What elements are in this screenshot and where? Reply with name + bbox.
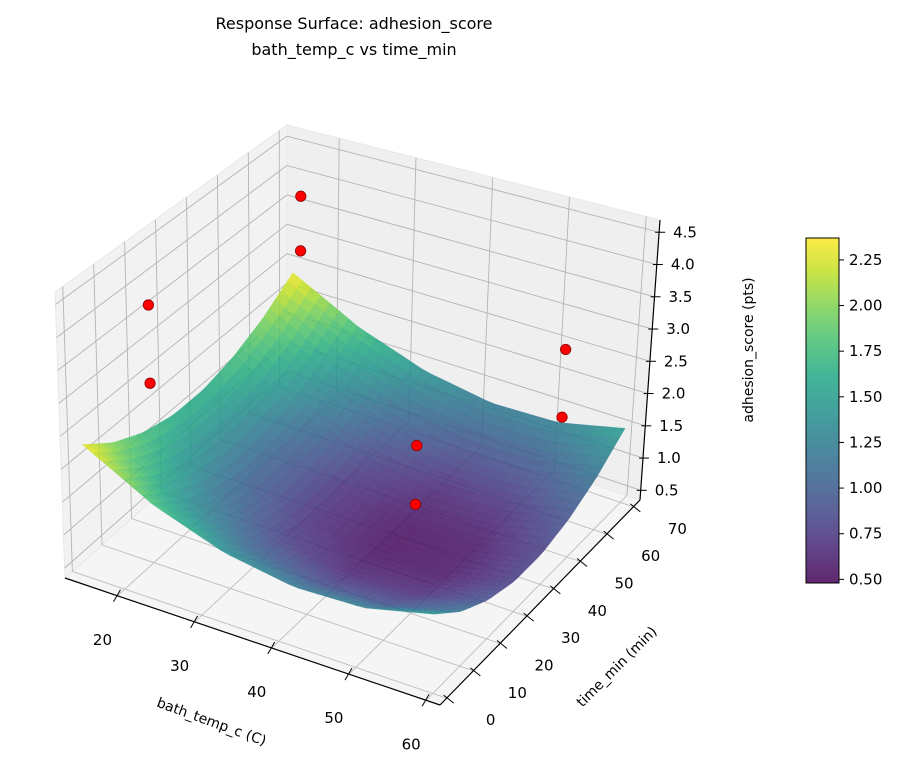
y-tick xyxy=(470,667,481,677)
colorbar-tick-label: 0.50 xyxy=(849,570,882,588)
grid-line-z xyxy=(286,194,655,298)
colorbar-tick-label: 0.75 xyxy=(849,525,882,543)
scatter-point xyxy=(409,498,422,510)
surface-patch xyxy=(507,572,524,579)
x-tick-label: 40 xyxy=(247,683,266,701)
axis-lines xyxy=(64,219,666,707)
x-tick-label: 20 xyxy=(93,631,112,649)
surface-patch xyxy=(460,604,476,608)
z-tick-label: 2.5 xyxy=(664,352,688,370)
colorbar-tick-label: 2.25 xyxy=(849,251,882,269)
y-tick xyxy=(630,503,641,513)
surface-patch xyxy=(501,577,518,584)
z-tick-label: 4.5 xyxy=(673,223,697,241)
surface-patch xyxy=(424,612,440,615)
scatter-point xyxy=(295,190,307,202)
y-tick-label: 50 xyxy=(614,575,633,593)
colorbar: 0.50 0.75 1.00 1.25 1.50 1.75 2.00 2.25 xyxy=(805,237,882,588)
chart-title: Response Surface: adhesion_score xyxy=(215,14,493,33)
x-axis-line xyxy=(64,577,441,706)
z-axis-label: adhesion_score (pts) xyxy=(741,277,757,422)
scatter-point xyxy=(411,439,423,452)
y-tick-label: 40 xyxy=(588,602,607,620)
colorbar-tick-label: 1.25 xyxy=(849,433,882,451)
surface-and-points xyxy=(81,190,626,615)
y-tick-label: 60 xyxy=(641,547,660,565)
surface-patch xyxy=(576,483,593,493)
scatter-point xyxy=(560,343,572,356)
scatter-point xyxy=(294,245,307,257)
surface-patch xyxy=(522,556,539,563)
z-tick-label: 1.5 xyxy=(659,417,683,435)
grid-line-z xyxy=(286,253,651,362)
surface-patch xyxy=(429,612,445,615)
z-tick-label: 3.5 xyxy=(669,288,693,306)
grid-line-z xyxy=(57,194,288,371)
scatter-point xyxy=(144,377,156,389)
y-tick-label: 70 xyxy=(668,520,687,538)
surface-patch xyxy=(471,599,487,604)
y-tick xyxy=(443,694,454,704)
surface-patch xyxy=(517,561,534,569)
y-axis-label: time_min (min) xyxy=(574,624,661,711)
grid-line-y xyxy=(72,570,447,699)
x-tick xyxy=(113,589,121,603)
grid-line-z xyxy=(286,223,653,330)
colorbar-tick-label: 1.75 xyxy=(849,342,882,360)
z-axis-line xyxy=(639,219,661,501)
y-tick-label: 0 xyxy=(486,711,496,729)
grid-line-y xyxy=(101,544,474,672)
surface-patch xyxy=(450,608,466,612)
scatter-point xyxy=(556,411,568,423)
colorbar-tick-label: 1.00 xyxy=(849,479,882,497)
y-tick-label: 10 xyxy=(508,684,527,702)
y-tick xyxy=(496,640,508,649)
y-tick-label: 20 xyxy=(534,657,553,675)
y-tick-label: 30 xyxy=(561,629,580,647)
surface-patch xyxy=(480,592,498,598)
z-tick-label: 2.0 xyxy=(662,385,686,403)
grid-line-z xyxy=(60,282,288,470)
grid-line-z xyxy=(286,135,660,233)
x-tick-label: 60 xyxy=(402,735,421,753)
z-tick-label: 4.0 xyxy=(671,256,695,274)
grid-line-z xyxy=(58,223,288,404)
surface-patch xyxy=(512,566,529,574)
y-tick xyxy=(603,530,614,540)
surface-patch xyxy=(475,596,493,602)
y-tick xyxy=(550,585,561,595)
grid-line-x xyxy=(626,216,647,496)
surface-patch xyxy=(533,543,550,552)
grid-line-z xyxy=(55,135,288,305)
x-tick xyxy=(190,615,199,629)
surface-patch xyxy=(496,581,513,587)
colorbar-tick-label: 1.50 xyxy=(849,388,882,406)
x-tick xyxy=(344,667,353,681)
tick-labels: 20 30 40 50 60 0 10 20 30 40 50 60 70 0.5 1.0 1.5 2.0 2.5… xyxy=(93,223,697,753)
x-tick xyxy=(421,694,430,707)
y-tick xyxy=(576,558,588,567)
scatter-point xyxy=(142,299,154,311)
x-tick-label: 30 xyxy=(170,657,189,675)
x-tick xyxy=(267,641,276,655)
grid-line-z xyxy=(56,165,288,338)
y-tick xyxy=(523,612,534,622)
grid-line-z xyxy=(286,282,648,394)
grid-line-y xyxy=(93,264,103,546)
surface-patch xyxy=(538,536,555,545)
surface-patch xyxy=(445,610,461,613)
x-tick-label: 50 xyxy=(324,709,343,727)
chart-subtitle: bath_temp_c vs time_min xyxy=(251,40,457,59)
z-tick-label: 0.5 xyxy=(655,481,679,499)
x-axis-label: bath_temp_c (C) xyxy=(154,695,268,749)
z-tick-label: 3.0 xyxy=(666,320,690,338)
grid-line-y xyxy=(62,286,73,572)
z-tick-label: 1.0 xyxy=(657,449,681,467)
grid-line-z xyxy=(286,165,657,265)
surface-patch xyxy=(593,455,609,467)
colorbar-gradient xyxy=(805,237,840,584)
grid-line-z xyxy=(59,253,288,437)
colorbar-tick-label: 2.00 xyxy=(849,297,882,315)
